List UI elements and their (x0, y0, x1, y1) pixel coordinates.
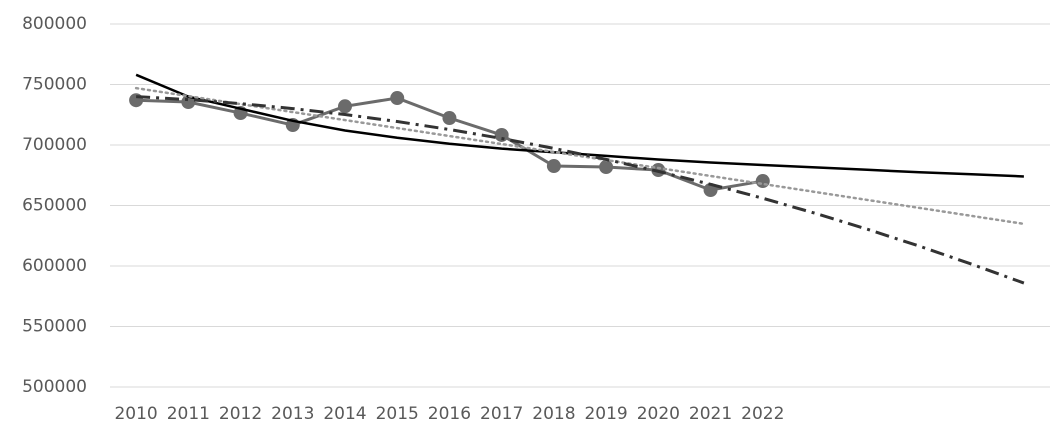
y-tick-label: 650000 (22, 196, 87, 216)
x-tick-label: 2018 (532, 404, 575, 424)
point (442, 111, 457, 126)
series-line (136, 95, 1025, 285)
x-tick-label: 2015 (376, 404, 419, 424)
series-line (135, 73, 1024, 178)
x-tick-label: 2021 (689, 404, 732, 424)
x-tick-label: 2014 (323, 404, 366, 424)
y-tick-label: 500000 (22, 377, 87, 397)
x-tick-label: 2022 (741, 404, 784, 424)
y-tick-label: 600000 (22, 256, 87, 276)
x-tick-label: 2011 (167, 404, 210, 424)
y-tick-label: 550000 (22, 317, 87, 337)
point (755, 174, 770, 189)
x-tick-label: 2020 (637, 404, 680, 424)
point (338, 99, 352, 114)
point (129, 93, 144, 108)
x-tick-label: 2013 (271, 404, 314, 424)
x-tick-label: 2010 (114, 404, 157, 424)
series-line (134, 86, 1026, 226)
y-tick-label: 750000 (22, 75, 87, 95)
x-tick-label: 2017 (480, 404, 523, 424)
x-tick-label: 2019 (584, 404, 627, 424)
point (546, 159, 561, 174)
point (390, 91, 405, 106)
y-tick-label: 800000 (22, 14, 87, 34)
y-tick-label: 700000 (22, 135, 87, 155)
x-tick-label: 2016 (428, 404, 471, 424)
point (599, 160, 614, 175)
x-tick-label: 2012 (219, 404, 262, 424)
point (494, 127, 509, 142)
